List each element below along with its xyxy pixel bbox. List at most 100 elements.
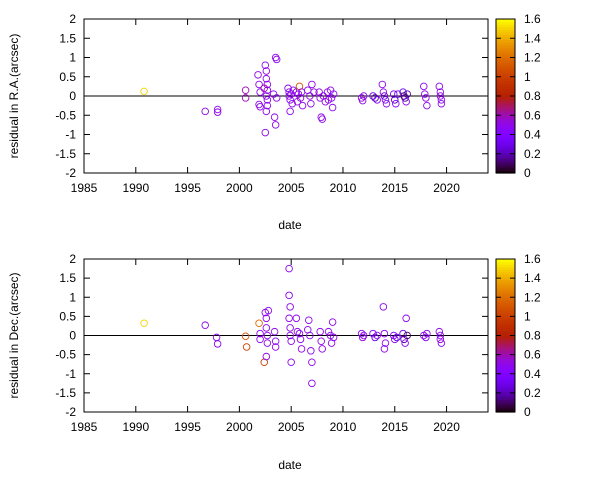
colorbar-segment bbox=[496, 75, 515, 79]
colorbar-tick-label: 1.4 bbox=[524, 271, 541, 285]
colorbar-segment bbox=[496, 160, 515, 164]
colorbar-segment bbox=[496, 259, 515, 263]
colorbar-segment bbox=[496, 144, 515, 148]
y-tick-label: -2 bbox=[65, 166, 76, 180]
colorbar-segment bbox=[496, 307, 515, 311]
colorbar-segment bbox=[496, 167, 515, 172]
data-point bbox=[262, 324, 271, 332]
data-point bbox=[399, 329, 407, 338]
data-point bbox=[241, 332, 250, 341]
data-point bbox=[328, 318, 337, 326]
data-point bbox=[286, 96, 294, 104]
data-point bbox=[401, 94, 409, 102]
colorbar-segment bbox=[496, 401, 515, 405]
data-point bbox=[242, 343, 251, 351]
data-point bbox=[263, 331, 272, 340]
data-point bbox=[261, 61, 270, 69]
data-point bbox=[359, 331, 368, 340]
data-point bbox=[393, 333, 401, 342]
colorbar-segment bbox=[496, 274, 515, 278]
data-point bbox=[284, 84, 292, 93]
colorbar-tick-label: 1.2 bbox=[524, 51, 541, 65]
data-point bbox=[272, 94, 281, 102]
y-tick-label: 2 bbox=[69, 12, 76, 26]
data-point bbox=[201, 321, 209, 329]
colorbar-segment bbox=[496, 399, 515, 403]
y-tick-label: 1.5 bbox=[59, 31, 76, 45]
data-point bbox=[435, 82, 444, 91]
x-tick-label: 1985 bbox=[71, 420, 98, 434]
data-point bbox=[308, 80, 316, 89]
data-point bbox=[437, 339, 446, 347]
data-point bbox=[286, 331, 294, 340]
data-point bbox=[329, 333, 338, 342]
data-point bbox=[403, 331, 411, 340]
colorbar-segment bbox=[496, 396, 515, 400]
data-point bbox=[286, 107, 294, 116]
x-tick-label: 2010 bbox=[330, 181, 357, 195]
data-point bbox=[329, 90, 338, 98]
colorbar-segment bbox=[496, 103, 515, 107]
colorbar-segment bbox=[496, 266, 515, 270]
colorbar-segment bbox=[496, 62, 515, 66]
colorbar-segment bbox=[496, 152, 515, 156]
colorbar-segment bbox=[496, 320, 515, 324]
colorbar-segment bbox=[496, 67, 515, 71]
y-axis-title: residual in R.A.(arcsec) bbox=[7, 34, 21, 159]
colorbar-segment bbox=[496, 292, 515, 296]
data-point bbox=[423, 101, 431, 110]
data-point bbox=[315, 88, 323, 96]
colorbar-tick-label: 0.2 bbox=[524, 386, 541, 400]
data-point bbox=[286, 324, 294, 332]
colorbar-segment bbox=[496, 93, 515, 97]
data-point bbox=[371, 333, 379, 342]
colorbar-tick-label: 1.2 bbox=[524, 290, 541, 304]
colorbar-segment bbox=[496, 310, 515, 314]
colorbar-segment bbox=[496, 409, 515, 413]
colorbar-segment bbox=[496, 157, 515, 161]
data-point bbox=[256, 335, 264, 344]
colorbar-segment bbox=[496, 49, 515, 53]
colorbar-segment bbox=[496, 371, 515, 375]
colorbar-segment bbox=[496, 72, 515, 77]
colorbar-segment bbox=[496, 119, 515, 123]
data-point bbox=[295, 329, 304, 338]
data-point bbox=[292, 314, 301, 323]
colorbar-segment bbox=[496, 264, 515, 268]
colorbar-segment bbox=[496, 65, 515, 69]
data-point bbox=[357, 329, 366, 338]
data-point bbox=[318, 345, 327, 353]
colorbar-segment bbox=[496, 389, 515, 393]
colorbar-segment bbox=[496, 60, 515, 64]
data-point bbox=[292, 88, 301, 96]
data-point bbox=[213, 105, 222, 114]
colorbar-segment bbox=[496, 137, 515, 141]
colorbar-segment bbox=[496, 284, 515, 288]
panel-2: -2 -1.5 -1 -0.5 0 0.5 1 1.5 2 1985 1990 1995 2000 200… bbox=[7, 252, 541, 472]
data-point bbox=[389, 90, 398, 98]
data-point bbox=[392, 99, 400, 108]
data-point bbox=[402, 314, 410, 323]
x-tick-label: 1990 bbox=[122, 420, 149, 434]
colorbar-segment bbox=[496, 378, 515, 382]
data-point bbox=[420, 82, 428, 91]
colorbar-segment bbox=[496, 271, 515, 275]
data-point bbox=[316, 327, 324, 336]
colorbar-segment bbox=[496, 52, 515, 56]
data-point bbox=[261, 128, 270, 137]
y-tick-label: -0.5 bbox=[55, 348, 76, 362]
colorbar-segment bbox=[496, 366, 515, 370]
data-point bbox=[358, 333, 367, 342]
data-point bbox=[307, 347, 315, 355]
colorbar-segment bbox=[496, 21, 515, 25]
colorbar-segment bbox=[496, 376, 515, 380]
colorbar-segment bbox=[496, 129, 515, 133]
colorbar-segment bbox=[496, 36, 515, 41]
colorbar-segment bbox=[496, 358, 515, 362]
colorbar-segment bbox=[496, 361, 515, 365]
data-point bbox=[254, 71, 262, 79]
colorbar-segment bbox=[496, 325, 515, 329]
colorbar-segment bbox=[496, 96, 515, 100]
data-point bbox=[308, 379, 316, 388]
colorbar-segment bbox=[496, 57, 515, 61]
